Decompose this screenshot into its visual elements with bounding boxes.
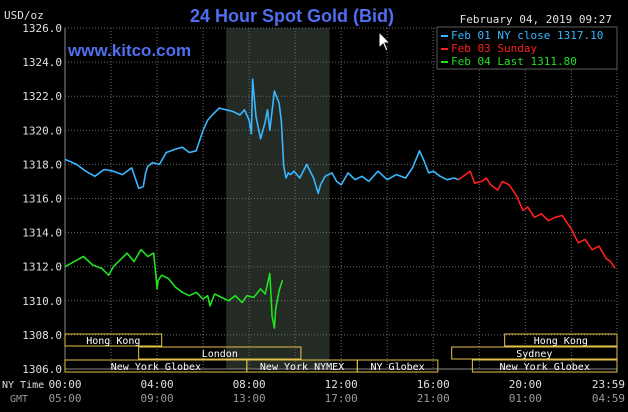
mouse-cursor-icon bbox=[378, 30, 392, 52]
chart-grid bbox=[64, 27, 618, 370]
chart-title: 24 Hour Spot Gold (Bid) bbox=[190, 6, 394, 26]
shaded-region-rect bbox=[226, 28, 330, 369]
y-tick-label: 1312.0 bbox=[22, 261, 62, 274]
x-tick-label-gmt: 17:00 bbox=[325, 392, 358, 405]
x-tick-label-ny: 16:00 bbox=[417, 378, 450, 391]
y-tick-label: 1316.0 bbox=[22, 193, 62, 206]
x-tick-label-gmt: 05:00 bbox=[48, 392, 81, 405]
price-series bbox=[64, 78, 616, 329]
y-tick-label: 1322.0 bbox=[22, 90, 62, 103]
session-box bbox=[471, 359, 618, 373]
y-tick-label: 1306.0 bbox=[22, 363, 62, 376]
session-label: New York Globex bbox=[500, 362, 590, 373]
session-box bbox=[504, 333, 618, 347]
session-label: New York NYMEX bbox=[260, 362, 344, 373]
series-line bbox=[64, 248, 284, 329]
series-line bbox=[64, 78, 459, 195]
x-tick-label-ny: 20:00 bbox=[509, 378, 542, 391]
session-box bbox=[451, 346, 618, 360]
x-tick-label-ny: 04:00 bbox=[141, 378, 174, 391]
session-box bbox=[246, 359, 358, 373]
y-tick-label: 1310.0 bbox=[22, 295, 62, 308]
session-label: Sydney bbox=[516, 349, 552, 360]
shaded-trading-region bbox=[226, 28, 330, 369]
y-tick-label: 1320.0 bbox=[22, 124, 62, 137]
y-tick-label: 1318.0 bbox=[22, 158, 62, 171]
session-label: New York Globex bbox=[111, 362, 201, 373]
x-tick-label-ny: 12:00 bbox=[325, 378, 358, 391]
session-label: Hong Kong bbox=[534, 336, 588, 347]
x-tick-label-gmt: 09:00 bbox=[141, 392, 174, 405]
session-label: Hong Kong bbox=[86, 336, 140, 347]
y-tick-label: 1324.0 bbox=[22, 56, 62, 69]
session-label: London bbox=[202, 349, 238, 360]
y-tick-label: 1314.0 bbox=[22, 227, 62, 240]
kitco-watermark: www.kitco.com bbox=[67, 41, 191, 60]
x-tick-label-gmt: 21:00 bbox=[417, 392, 450, 405]
market-sessions: Hong Kong Hong Kong London Sydney New York G… bbox=[64, 333, 618, 373]
session-label: NY Globex bbox=[370, 362, 424, 373]
legend-box bbox=[436, 26, 618, 70]
x-axis-ny-time-label: NY Time bbox=[2, 380, 44, 391]
session-box bbox=[64, 333, 163, 347]
chart-timestamp: February 04, 2019 09:27 bbox=[460, 13, 612, 26]
series-line bbox=[458, 170, 616, 269]
x-tick-label-gmt: 01:00 bbox=[509, 392, 542, 405]
y-tick-label: 1326.0 bbox=[22, 22, 62, 35]
y-axis-ticks: 1326.0 1324.0 1322.0 1320.0 1318.0 1316.0 1314… bbox=[22, 22, 62, 376]
legend-entry: Feb 01 NY close 1317.10 bbox=[451, 29, 603, 42]
legend-entry: Feb 03 Sunday bbox=[451, 42, 537, 55]
x-axis-gmt-label: GMT bbox=[10, 394, 28, 405]
x-tick-label-gmt: 13:00 bbox=[233, 392, 266, 405]
legend-entry: Feb 04 Last 1311.80 bbox=[451, 55, 577, 68]
x-tick-label-gmt: 04:59 bbox=[592, 392, 625, 405]
x-tick-label-ny: 23:59 bbox=[592, 378, 625, 391]
session-box bbox=[138, 346, 302, 360]
x-tick-label-ny: 00:00 bbox=[48, 378, 81, 391]
y-axis-unit-label: USD/oz bbox=[4, 9, 44, 22]
x-tick-label-ny: 08:00 bbox=[233, 378, 266, 391]
y-tick-label: 1308.0 bbox=[22, 329, 62, 342]
